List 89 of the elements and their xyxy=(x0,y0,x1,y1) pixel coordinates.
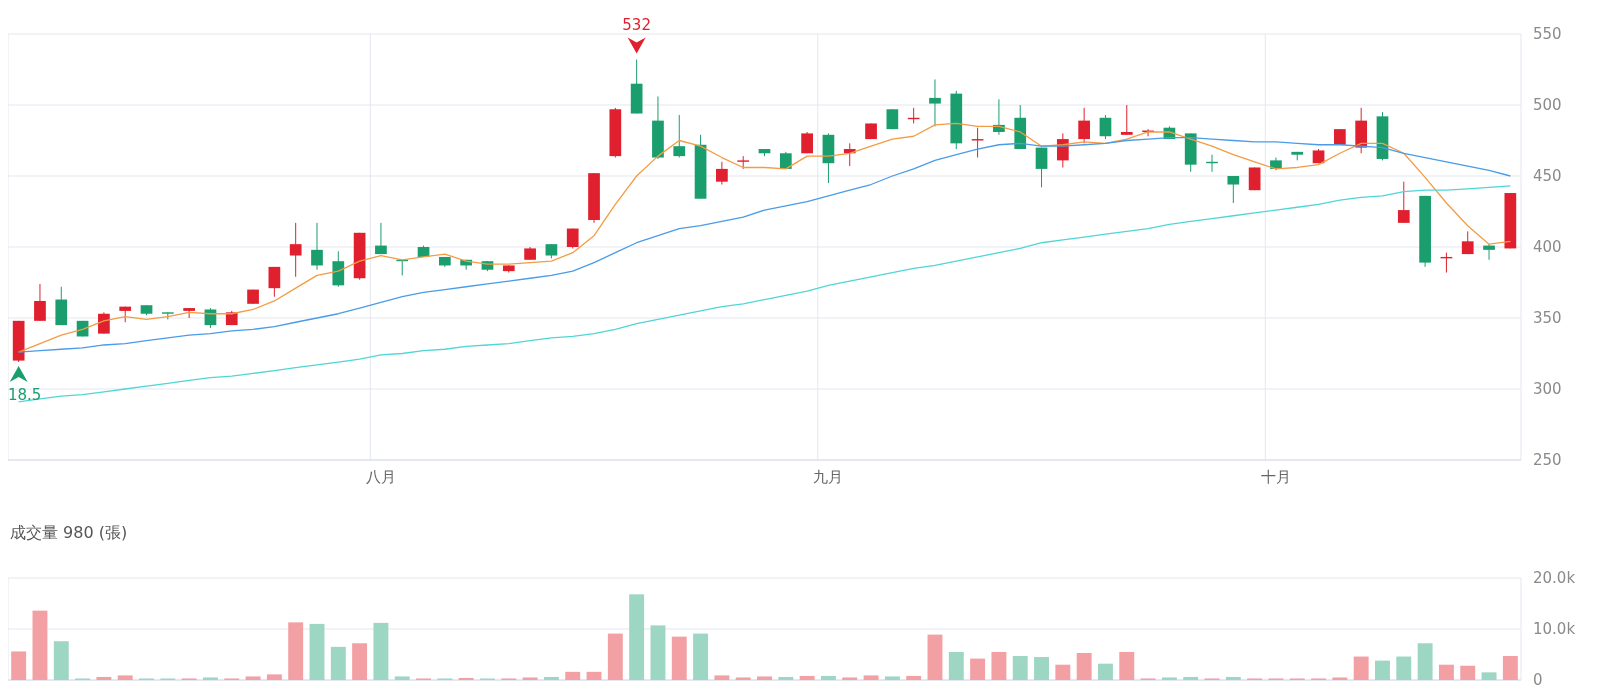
candlestick xyxy=(1099,114,1112,140)
bar xyxy=(53,641,69,680)
candlestick xyxy=(1227,175,1240,204)
bar xyxy=(522,677,538,680)
y-tick-label: 0 xyxy=(1533,670,1543,689)
bar xyxy=(629,594,645,680)
candlestick xyxy=(311,222,323,271)
y-tick-label: 250 xyxy=(1533,450,1562,469)
y-tick-label: 20.0k xyxy=(1533,568,1576,587)
bar xyxy=(1375,660,1390,680)
x-tick-label: 八月 xyxy=(365,468,396,486)
bar xyxy=(32,610,48,680)
candlestick xyxy=(673,114,686,159)
bar xyxy=(671,636,687,680)
bar xyxy=(778,676,794,680)
bar xyxy=(799,675,815,680)
annotation: 532 xyxy=(622,15,651,34)
bar xyxy=(1460,665,1476,680)
bar xyxy=(565,671,581,680)
candlestick xyxy=(268,266,281,298)
bar xyxy=(1119,651,1135,680)
bar xyxy=(1396,656,1412,680)
bar xyxy=(714,675,730,680)
bar xyxy=(1183,676,1199,680)
candlestick xyxy=(289,222,302,278)
y-tick-label: 300 xyxy=(1533,379,1562,398)
y-tick-label: 550 xyxy=(1533,24,1562,43)
bar xyxy=(650,625,666,680)
bar xyxy=(309,623,325,680)
bar xyxy=(927,634,943,680)
bar xyxy=(1161,677,1177,680)
bar xyxy=(1076,652,1092,680)
bar xyxy=(1098,663,1113,680)
bar xyxy=(117,675,133,680)
bar xyxy=(96,676,112,680)
bar xyxy=(884,676,900,680)
bar xyxy=(1417,643,1433,680)
y-tick-label: 400 xyxy=(1533,237,1562,256)
candlestick xyxy=(1397,181,1410,224)
bar xyxy=(1034,657,1049,680)
y-tick-label: 500 xyxy=(1533,95,1562,114)
bar xyxy=(1502,656,1518,680)
y-tick-label: 10.0k xyxy=(1533,619,1576,638)
bar xyxy=(245,676,261,680)
bar xyxy=(1332,677,1348,680)
bar xyxy=(948,651,964,680)
bar xyxy=(991,651,1007,680)
bar xyxy=(288,622,304,680)
candlestick xyxy=(1035,147,1048,188)
x-tick-label: 九月 xyxy=(813,468,844,486)
bar xyxy=(373,622,389,680)
bar xyxy=(757,676,772,680)
candlestick xyxy=(1078,107,1091,144)
bar xyxy=(735,677,751,680)
x-tick-label: 十月 xyxy=(1260,468,1291,486)
candlestick xyxy=(1483,243,1495,261)
candlestick xyxy=(1120,104,1133,136)
bar xyxy=(1012,656,1028,680)
candlestick xyxy=(34,283,46,322)
bar xyxy=(1225,676,1241,680)
bar xyxy=(820,675,836,680)
candlestick xyxy=(716,161,728,186)
bar xyxy=(970,658,986,680)
bar xyxy=(1438,664,1454,680)
candlestick xyxy=(971,127,984,159)
bar xyxy=(1055,664,1071,680)
chart-title: 成交量 980 (張) xyxy=(10,523,128,542)
bar xyxy=(1353,656,1369,680)
candlestick xyxy=(375,222,387,255)
bar xyxy=(607,633,623,680)
bar xyxy=(863,675,879,680)
bar xyxy=(330,646,346,680)
bar xyxy=(586,671,602,680)
annotation: 18.5 xyxy=(7,386,42,405)
bar xyxy=(352,643,368,680)
candlestick xyxy=(183,307,195,319)
bar xyxy=(842,677,858,680)
y-tick-label: 450 xyxy=(1533,166,1562,185)
bar xyxy=(543,676,559,680)
bar xyxy=(266,674,282,680)
bar xyxy=(394,676,410,680)
bar xyxy=(693,633,709,680)
y-tick-label: 350 xyxy=(1533,308,1562,327)
bar xyxy=(1481,672,1497,680)
bar xyxy=(458,677,474,680)
bar xyxy=(202,677,218,680)
bar xyxy=(11,651,27,680)
bar xyxy=(906,675,922,680)
candlestick xyxy=(929,78,941,127)
